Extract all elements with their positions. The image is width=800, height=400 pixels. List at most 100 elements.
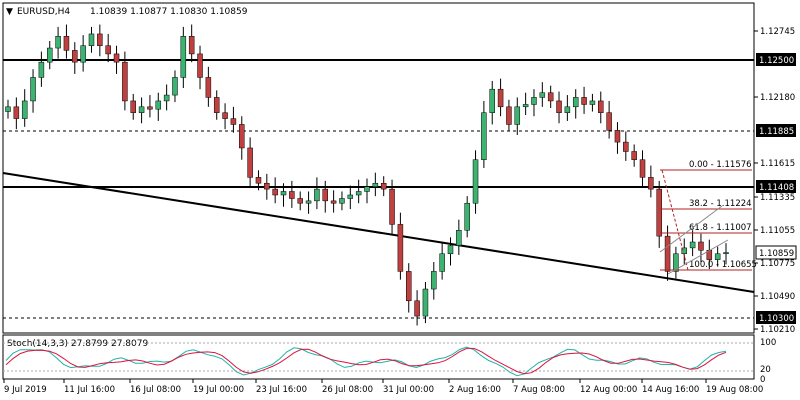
candle-body [222, 112, 228, 119]
candle-body [522, 104, 529, 108]
stochastic-pane-frame [2, 334, 755, 380]
channel-lower[interactable] [667, 239, 729, 275]
stoch-scale-top: 100 [760, 338, 776, 348]
candle-body [213, 97, 220, 113]
candle-body [21, 100, 28, 119]
candle-body [155, 100, 162, 110]
candle-body [205, 77, 212, 98]
candle-body [305, 200, 312, 204]
candle-body [639, 159, 646, 178]
candle-body [247, 147, 253, 178]
candle-body [656, 188, 662, 237]
current-price-label: 1.10859 [759, 249, 794, 259]
current-price-box [755, 245, 797, 260]
candle-body [631, 151, 637, 160]
candle-body [689, 241, 696, 249]
time-label: 14 Aug 16:00 [642, 385, 699, 395]
price-tick: 1.12745 [760, 27, 795, 37]
candle-body [172, 77, 178, 96]
candle-body [122, 61, 128, 102]
candle-body [380, 182, 387, 190]
candle-body [38, 61, 45, 78]
price-tick: 1.12180 [760, 93, 795, 103]
time-label: 2 Aug 16:00 [449, 385, 501, 395]
candle-body [648, 177, 654, 190]
candle-body [197, 53, 203, 78]
candle-body [464, 202, 470, 231]
candle-body [105, 45, 111, 55]
time-label: 31 Jul 00:00 [383, 385, 434, 395]
time-label: 11 Jul 16:00 [64, 385, 115, 395]
candle-body [589, 100, 596, 105]
collapse-icon[interactable]: ▼ [6, 7, 13, 17]
candle-body [280, 191, 287, 196]
stochastic-title: Stoch(14,3,3) 27.8799 27.8079 [7, 339, 148, 349]
candle-body [489, 88, 495, 113]
ohlc-readout: 1.10839 1.10877 1.10830 1.10859 [90, 7, 248, 17]
price-tick: 1.11335 [760, 193, 795, 203]
candle-body [723, 252, 729, 255]
candle-body [664, 235, 671, 272]
candle-body [397, 224, 404, 272]
candle-body [180, 36, 187, 78]
time-label: 7 Aug 08:00 [513, 385, 565, 395]
candle-body [623, 141, 629, 152]
candle-body [113, 53, 120, 63]
channel-upper[interactable] [659, 205, 723, 253]
candle-body [598, 100, 604, 113]
fib-level-label: 61.8 - 1.11007 [689, 223, 752, 233]
candle-body [405, 271, 412, 302]
stoch-main-line [5, 346, 727, 377]
candle-body [255, 177, 262, 184]
time-label: 19 Jul 00:00 [193, 385, 244, 395]
candle-body [572, 97, 579, 108]
candle-body [264, 182, 270, 190]
level-price-label: 1.12500 [759, 56, 794, 66]
candle-body [714, 253, 721, 260]
candle-body [330, 200, 337, 204]
level-price-label: 1.11885 [759, 127, 794, 137]
fib-baseline [661, 169, 689, 271]
candle-body [72, 50, 78, 63]
price-tick: 1.11615 [760, 159, 795, 169]
stochastic-indicator: Stoch(14,3,3) 27.8799 27.8079 100 20 0 [3, 338, 776, 385]
time-label: 26 Jul 08:00 [322, 385, 373, 395]
candle-body [564, 106, 571, 113]
candle-body [289, 191, 295, 199]
time-label: 16 Jul 08:00 [130, 385, 181, 395]
candle-body [531, 97, 537, 105]
level-price-label: 1.10300 [759, 314, 794, 324]
time-label: 12 Aug 00:00 [580, 385, 637, 395]
candle-body [389, 188, 395, 225]
price-tick: 1.10490 [760, 292, 795, 302]
candle-body [63, 36, 70, 51]
candle-body [581, 97, 587, 105]
main-pane-frame [2, 2, 755, 334]
candle-body [230, 118, 237, 125]
level-price-box [756, 124, 796, 137]
candle-body [698, 241, 704, 251]
candle-body [314, 188, 320, 202]
candle-body [239, 124, 245, 149]
candle-body [13, 106, 20, 119]
candle-body [422, 288, 429, 317]
candle-body [55, 36, 61, 49]
candle-body [456, 230, 462, 246]
time-label: 19 Aug 08:00 [706, 385, 763, 395]
candle-body [297, 198, 303, 204]
trendline[interactable] [2, 172, 755, 293]
candle-body [547, 92, 554, 102]
candle-body [472, 159, 479, 204]
candle-body [431, 271, 437, 290]
candle-body [163, 94, 170, 102]
candle-body [46, 47, 53, 63]
candle-body [364, 186, 370, 192]
candle-body [372, 182, 379, 188]
fibonacci-retracement[interactable]: 0.00 - 1.11576 38.2 - 1.11224 61.8 - 1.110… [660, 160, 757, 271]
candle-body [497, 88, 504, 108]
candle-body [447, 245, 454, 255]
level-price-label: 1.11408 [759, 183, 794, 193]
candle-body [614, 130, 621, 143]
